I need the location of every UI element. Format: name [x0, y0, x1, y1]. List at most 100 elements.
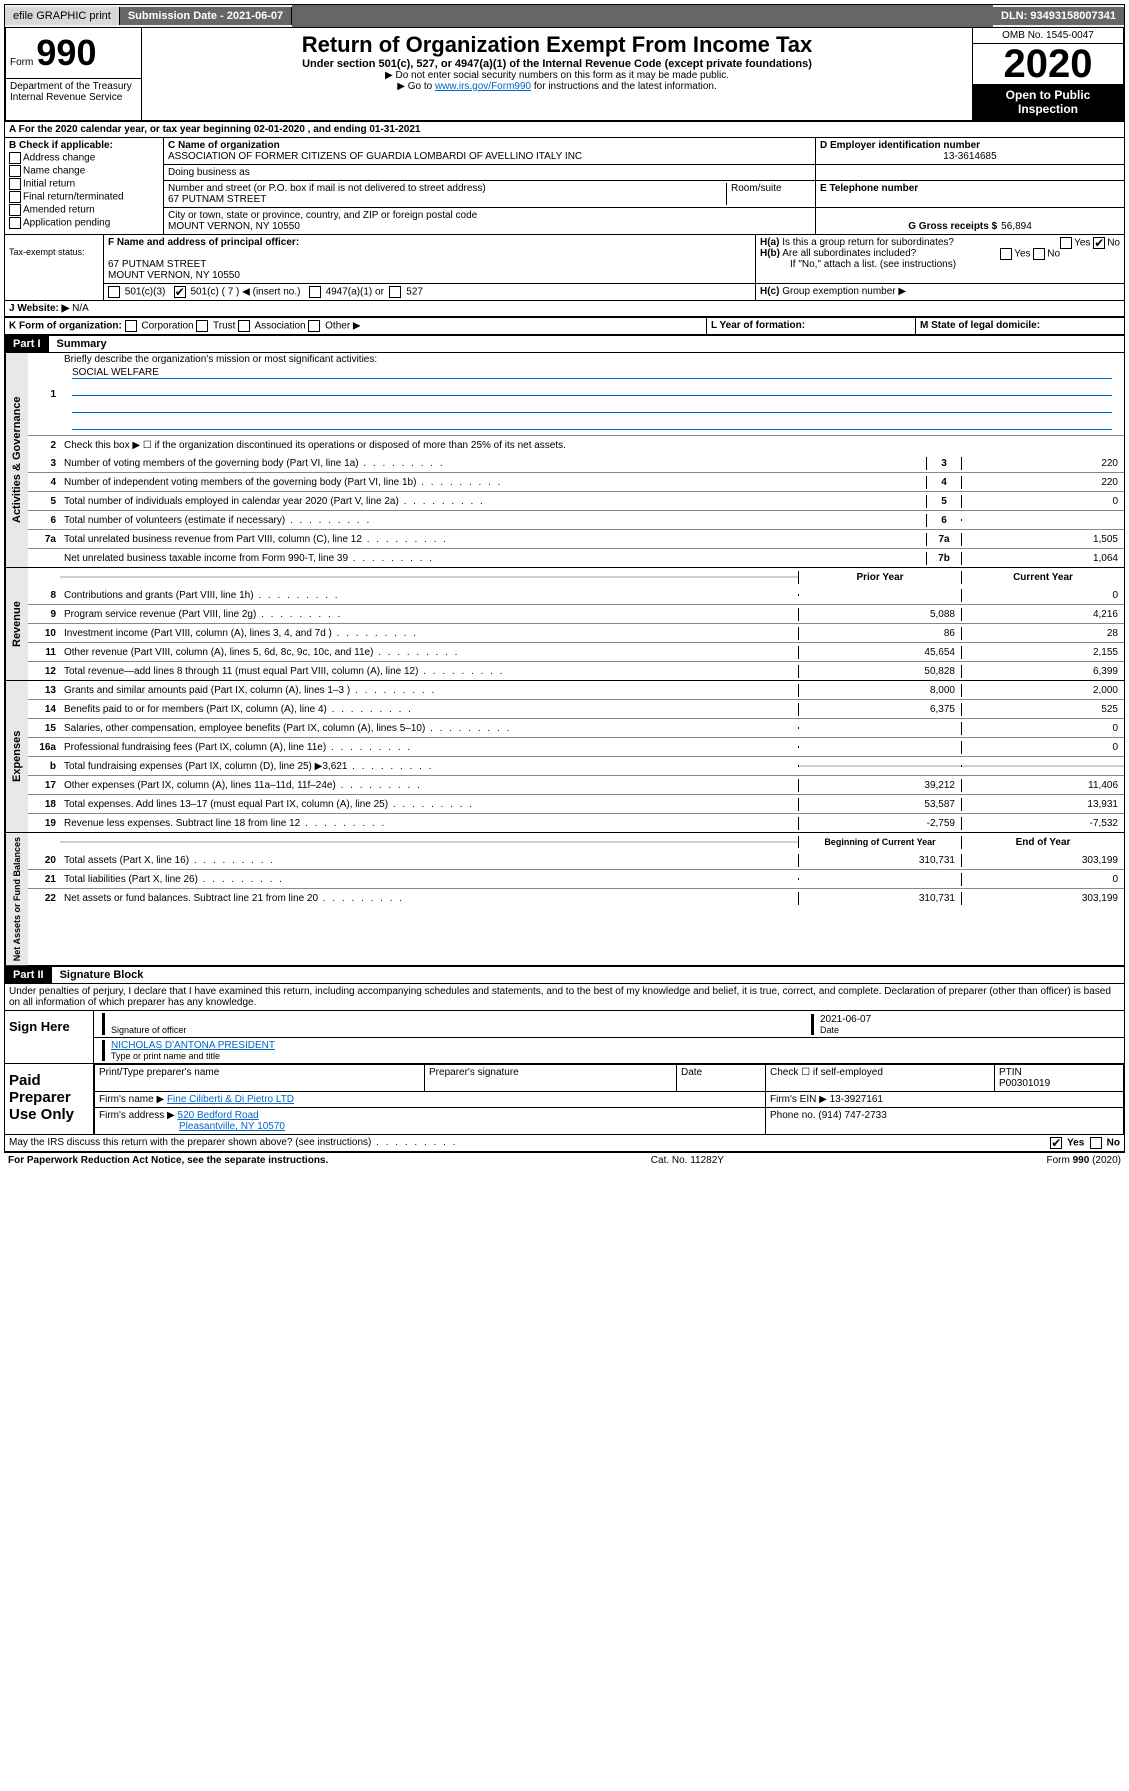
- q1-label: Briefly describe the organization's miss…: [64, 354, 377, 365]
- table-row: 8 Contributions and grants (Part VIII, l…: [28, 586, 1124, 604]
- table-row: 19 Revenue less expenses. Subtract line …: [28, 813, 1124, 832]
- cb-name-change[interactable]: [9, 165, 21, 177]
- cb-hb-no[interactable]: [1033, 248, 1045, 260]
- cb-hb-yes[interactable]: [1000, 248, 1012, 260]
- k-trust: Trust: [213, 321, 235, 332]
- topbar: efile GRAPHIC print Submission Date - 20…: [4, 4, 1125, 28]
- cb-discuss-yes[interactable]: [1050, 1137, 1062, 1149]
- box-j: J Website: ▶ N/A: [4, 301, 1125, 317]
- cb-ha-no[interactable]: [1093, 237, 1105, 249]
- cb-trust[interactable]: [196, 320, 208, 332]
- cb-address-change[interactable]: [9, 152, 21, 164]
- ptin-value: P00301019: [999, 1078, 1119, 1089]
- prep-sig-label: Preparer's signature: [425, 1065, 677, 1092]
- box-f-label: F Name and address of principal officer:: [108, 237, 751, 248]
- ein-value: 13-3614685: [820, 151, 1120, 162]
- lbl-app-pending: Application pending: [23, 218, 110, 229]
- ha-no: No: [1107, 238, 1120, 249]
- dept-treasury: Department of the Treasury Internal Reve…: [6, 78, 141, 120]
- section-a-tax-year: A For the 2020 calendar year, or tax yea…: [4, 122, 1125, 138]
- hb-no: No: [1047, 249, 1060, 260]
- tax-year: 2020: [973, 44, 1123, 84]
- box-g-label: G Gross receipts $: [908, 221, 997, 232]
- cb-other[interactable]: [308, 320, 320, 332]
- sign-here-label: Sign Here: [5, 1011, 94, 1063]
- table-row: 15 Salaries, other compensation, employe…: [28, 718, 1124, 737]
- h-b-label: Are all subordinates included?: [782, 248, 916, 259]
- addr-label: Number and street (or P.O. box if mail i…: [168, 183, 726, 194]
- col-end-year: End of Year: [961, 836, 1124, 849]
- cb-501c3[interactable]: [108, 286, 120, 298]
- k-corp: Corporation: [141, 321, 193, 332]
- gov-section: Activities & Governance 1 Briefly descri…: [4, 353, 1125, 568]
- h-a-label: Is this a group return for subordinates?: [782, 237, 954, 248]
- 4947-label: 4947(a)(1) or: [326, 287, 384, 298]
- col-begin-year: Beginning of Current Year: [798, 836, 961, 848]
- k-assoc: Association: [254, 321, 305, 332]
- cb-final-return[interactable]: [9, 191, 21, 203]
- cb-corp[interactable]: [125, 320, 137, 332]
- cb-501c[interactable]: [174, 286, 186, 298]
- lbl-name-change: Name change: [23, 166, 85, 177]
- cb-527[interactable]: [389, 286, 401, 298]
- goto-pre: ▶ Go to: [397, 81, 435, 92]
- form-prefix: Form: [10, 57, 33, 68]
- part1-title: Summary: [49, 336, 115, 352]
- table-row: 21 Total liabilities (Part X, line 26) 0: [28, 869, 1124, 888]
- vtab-net-assets: Net Assets or Fund Balances: [5, 833, 28, 965]
- table-row: 20 Total assets (Part X, line 16) 310,73…: [28, 851, 1124, 869]
- note-goto: ▶ Go to www.irs.gov/Form990 for instruct…: [146, 81, 968, 92]
- table-row: 13 Grants and similar amounts paid (Part…: [28, 681, 1124, 699]
- website-label: J Website: ▶: [9, 303, 69, 314]
- klm-row: K Form of organization: Corporation Trus…: [4, 317, 1125, 336]
- k-other: Other ▶: [325, 321, 360, 332]
- lbl-amended: Amended return: [23, 205, 95, 216]
- footer-right: Form 990 (2020): [1047, 1155, 1121, 1166]
- firm-ein-label: Firm's EIN ▶: [770, 1094, 827, 1105]
- table-row: 14 Benefits paid to or for members (Part…: [28, 699, 1124, 718]
- revenue-section: Revenue Prior Year Current Year 8 Contri…: [4, 568, 1125, 681]
- goto-post: for instructions and the latest informat…: [534, 81, 717, 92]
- vtab-governance: Activities & Governance: [5, 353, 28, 567]
- discuss-row: May the IRS discuss this return with the…: [4, 1135, 1125, 1152]
- city-value: MOUNT VERNON, NY 10550: [168, 221, 811, 232]
- dln: DLN: 93493158007341: [993, 7, 1124, 25]
- efile-btn[interactable]: efile GRAPHIC print: [5, 7, 120, 25]
- main-title: Return of Organization Exempt From Incom…: [146, 32, 968, 58]
- mission-line: [72, 381, 1112, 396]
- vtab-revenue: Revenue: [5, 568, 28, 680]
- box-b-title: B Check if applicable:: [9, 140, 159, 151]
- tax-exempt-left: Tax-exempt status:: [5, 235, 104, 300]
- 501c3-label: 501(c)(3): [125, 287, 166, 298]
- part1-bar: Part I: [5, 336, 49, 352]
- identity-grid: B Check if applicable: Address change Na…: [4, 138, 1125, 234]
- box-e-label: E Telephone number: [820, 183, 1120, 194]
- ptin-label: PTIN: [999, 1067, 1119, 1078]
- street-address: 67 PUTNAM STREET: [168, 194, 726, 205]
- footer: For Paperwork Reduction Act Notice, see …: [4, 1152, 1125, 1168]
- sig-officer-caption: Signature of officer: [111, 1025, 811, 1035]
- q2-label: Check this box ▶ ☐ if the organization d…: [60, 439, 1124, 452]
- self-employed-check: Check ☐ if self-employed: [770, 1067, 990, 1078]
- box-d-label: D Employer identification number: [820, 140, 1120, 151]
- 527-label: 527: [406, 287, 423, 298]
- cb-app-pending[interactable]: [9, 217, 21, 229]
- cb-4947[interactable]: [309, 286, 321, 298]
- prep-name-label: Print/Type preparer's name: [95, 1065, 425, 1092]
- firm-name-label: Firm's name ▶: [99, 1094, 164, 1105]
- sig-date-value: 2021-06-07: [820, 1014, 1120, 1025]
- cb-amended[interactable]: [9, 204, 21, 216]
- firm-addr1: 520 Bedford Road: [178, 1110, 259, 1121]
- form990-link[interactable]: www.irs.gov/Form990: [435, 81, 531, 92]
- cb-ha-yes[interactable]: [1060, 237, 1072, 249]
- h-c-label: Group exemption number ▶: [782, 286, 906, 297]
- firm-ein: 13-3927161: [830, 1094, 883, 1105]
- h-b-note: If "No," attach a list. (see instruction…: [760, 259, 1120, 270]
- box-c-label: C Name of organization: [168, 140, 811, 151]
- cb-assoc[interactable]: [238, 320, 250, 332]
- firm-name: Fine Ciliberti & Di Pietro LTD: [167, 1094, 294, 1105]
- cb-discuss-no[interactable]: [1090, 1137, 1102, 1149]
- form-number: 990: [36, 32, 96, 73]
- cb-initial-return[interactable]: [9, 178, 21, 190]
- footer-mid: Cat. No. 11282Y: [651, 1155, 724, 1166]
